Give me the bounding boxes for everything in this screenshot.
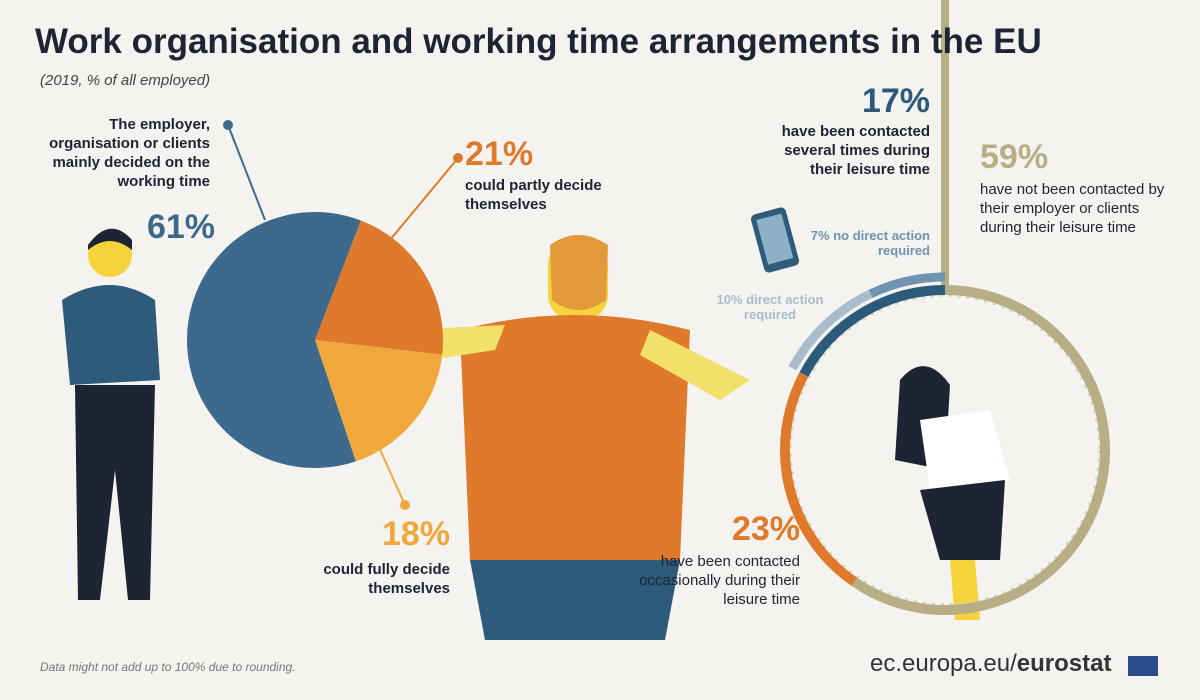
- sub-segment: [788, 289, 873, 371]
- man-left: [62, 228, 160, 600]
- source: ec.europa.eu/eurostat: [870, 650, 1111, 678]
- pie-value: 21%: [465, 135, 534, 173]
- man-center: [400, 235, 750, 640]
- donut-value: 17%: [861, 82, 930, 120]
- subtitle: (2019, % of all employed): [40, 72, 211, 89]
- phone: [750, 207, 800, 273]
- sub-segment: [868, 272, 946, 298]
- donut-value: 59%: [980, 138, 1049, 176]
- sub-label: 10% direct action required: [716, 292, 824, 322]
- eu-flag: [1128, 656, 1158, 676]
- sub-label: 7% no direct action required: [810, 228, 930, 258]
- donut-segment: [851, 285, 1110, 615]
- pie-slice: [187, 212, 361, 469]
- pie-slice: [315, 220, 443, 355]
- source-brand: eurostat: [1016, 650, 1112, 677]
- donut-segment: [799, 285, 946, 377]
- pie-slice: [315, 340, 443, 462]
- pie-value: 18%: [381, 515, 450, 553]
- pie-label: could partly decide themselves: [465, 177, 602, 213]
- net: [790, 295, 1100, 605]
- donut-label: have not been contacted by their employe…: [980, 181, 1165, 236]
- connectors: [223, 120, 463, 510]
- donut-value: 23%: [731, 510, 800, 548]
- donut-label: have been contacted occasionally during …: [639, 553, 800, 608]
- pie-label: The employer, organisation or clients ma…: [49, 116, 210, 190]
- source-domain: ec.europa.eu/: [870, 650, 1017, 677]
- pie-value: 61%: [146, 208, 215, 246]
- donut-segment: [780, 372, 858, 586]
- pie-label: could fully decide themselves: [323, 561, 450, 597]
- woman: [895, 366, 1010, 620]
- footnote: Data might not add up to 100% due to rou…: [40, 660, 296, 674]
- donut-label: have been contacted several times during…: [781, 123, 930, 178]
- title: Work organisation and working time arran…: [35, 22, 1042, 61]
